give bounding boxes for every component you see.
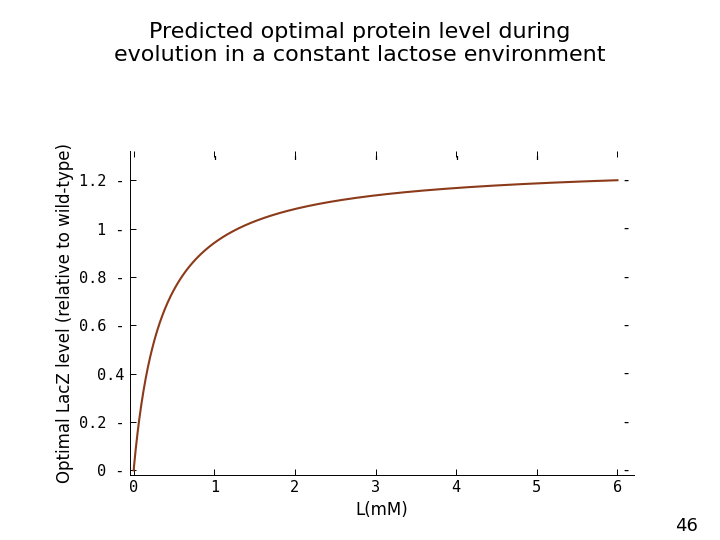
Text: ': ' (451, 156, 461, 171)
Text: ': ' (532, 156, 541, 171)
Text: -: - (621, 463, 631, 478)
Text: -: - (621, 415, 631, 429)
Text: -: - (621, 173, 631, 188)
Y-axis label: Optimal LacZ level (relative to wild-type): Optimal LacZ level (relative to wild-typ… (55, 143, 73, 483)
Text: ': ' (210, 156, 219, 171)
Text: ': ' (371, 156, 380, 171)
Text: -: - (621, 318, 631, 333)
Text: -: - (621, 269, 631, 285)
Text: -: - (621, 221, 631, 236)
Text: ': ' (290, 156, 300, 171)
X-axis label: L(mM): L(mM) (355, 501, 408, 518)
Text: 46: 46 (675, 517, 698, 535)
Text: Predicted optimal protein level during
evolution in a constant lactose environme: Predicted optimal protein level during e… (114, 22, 606, 65)
Text: -: - (621, 366, 631, 381)
